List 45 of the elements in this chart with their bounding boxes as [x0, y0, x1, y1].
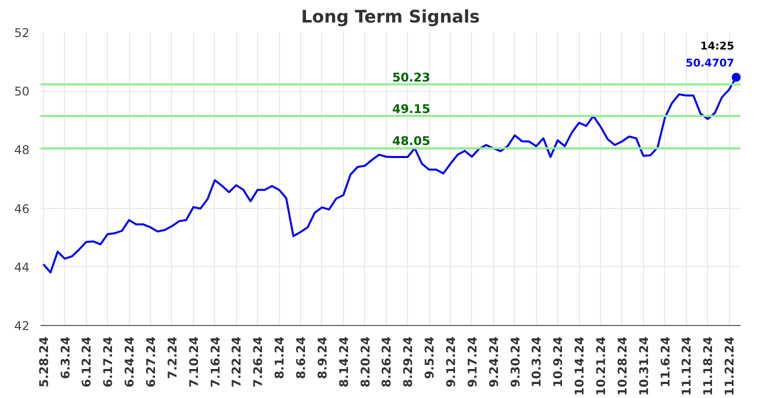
y-tick-label: 46 [14, 202, 30, 216]
x-tick-label: 10.28.24 [615, 336, 630, 396]
x-tick-label: 6.17.24 [101, 336, 116, 388]
x-tick-label: 11.6.24 [658, 336, 672, 388]
x-tick-label: 7.22.24 [230, 336, 244, 388]
x-tick-label: 8.29.24 [401, 336, 416, 388]
annotation: 50.4707 [686, 56, 734, 70]
x-tick-label: 6.27.24 [144, 336, 158, 388]
y-tick-label: 48 [14, 143, 30, 158]
x-tick-label: 6.12.24 [80, 336, 94, 388]
x-tick-label: 9.5.24 [422, 336, 437, 380]
y-tick-label: 52 [14, 26, 30, 40]
x-tick-label: 9.17.24 [465, 336, 480, 388]
x-tick-label: 11.22.24 [722, 336, 737, 396]
x-tick-label: 6.3.24 [58, 336, 72, 380]
x-tick-label: 8.14.24 [336, 336, 351, 388]
x-tick-label: 9.30.24 [508, 336, 522, 388]
x-tick-label: 9.24.24 [486, 336, 501, 388]
x-tick-label: 8.6.24 [294, 336, 308, 380]
x-tick-label: 7.10.24 [186, 336, 201, 388]
ref-line-label: 48.05 [392, 134, 430, 148]
y-tick-label: 44 [14, 260, 30, 274]
chart-title: Long Term Signals [301, 8, 480, 28]
x-tick-label: 10.9.24 [551, 336, 566, 388]
ref-line-label: 50.23 [392, 70, 430, 84]
y-tick-label: 50 [14, 84, 30, 99]
x-tick-label: 6.24.24 [122, 336, 137, 388]
y-tick-label: 42 [14, 319, 30, 333]
x-tick-label: 9.12.24 [444, 336, 458, 388]
x-tick-label: 7.16.24 [208, 336, 222, 388]
x-tick-label: 8.9.24 [315, 336, 330, 380]
x-tick-label: 10.3.24 [530, 336, 544, 388]
x-tick-label: 10.14.24 [572, 336, 587, 396]
x-tick-label: 11.12.24 [680, 336, 694, 396]
x-tick-label: 5.28.24 [36, 336, 51, 388]
x-tick-label: 10.31.24 [636, 336, 651, 396]
ref-line-label: 49.15 [392, 102, 430, 116]
x-tick-label: 7.26.24 [251, 336, 266, 388]
x-tick-label: 11.18.24 [701, 336, 716, 396]
x-tick-label: 7.2.24 [165, 336, 180, 380]
x-tick-label: 8.26.24 [380, 336, 394, 388]
x-tick-label: 8.20.24 [358, 336, 372, 388]
x-tick-label: 10.21.24 [594, 336, 608, 396]
annotation: 14:25 [700, 40, 734, 52]
x-tick-label: 8.1.24 [272, 336, 287, 380]
